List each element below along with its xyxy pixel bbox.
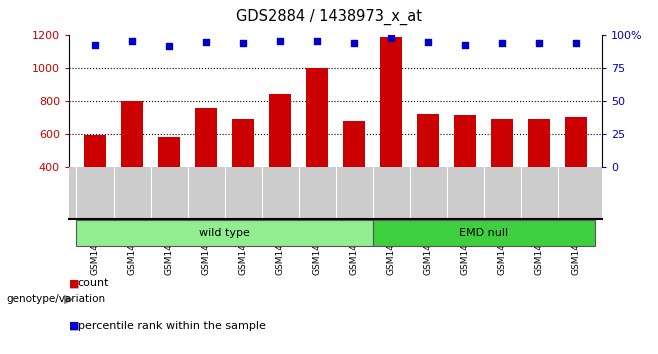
Point	[534, 40, 544, 46]
Bar	[372, 221, 595, 246]
Bar	[76, 221, 372, 246]
Text: percentile rank within the sample: percentile rank within the sample	[78, 321, 266, 331]
Text: GDS2884 / 1438973_x_at: GDS2884 / 1438973_x_at	[236, 8, 422, 25]
Text: ■: ■	[69, 278, 80, 288]
Text: genotype/variation: genotype/variation	[7, 294, 106, 304]
Text: count: count	[78, 278, 109, 288]
Point	[423, 39, 434, 45]
Point	[460, 42, 470, 47]
Point	[127, 38, 138, 44]
Text: ■: ■	[69, 321, 80, 331]
Point	[275, 38, 286, 44]
Text: EMD null: EMD null	[459, 228, 508, 238]
Point	[571, 40, 582, 46]
Bar	[380, 37, 402, 166]
Polygon shape	[64, 296, 72, 303]
Bar	[417, 114, 440, 166]
Bar	[121, 101, 143, 166]
Bar	[528, 119, 550, 166]
Bar	[343, 121, 365, 166]
Point	[386, 35, 396, 41]
Bar	[195, 108, 217, 166]
Bar	[454, 115, 476, 166]
Point	[238, 40, 248, 46]
Bar	[158, 137, 180, 166]
Bar	[84, 135, 106, 166]
Bar	[306, 68, 328, 166]
Bar	[269, 95, 291, 166]
Bar	[491, 119, 513, 166]
Bar	[232, 119, 254, 166]
Point	[89, 42, 100, 47]
Text: wild type: wild type	[199, 228, 250, 238]
Bar	[565, 117, 587, 166]
Point	[497, 40, 507, 46]
Point	[349, 40, 359, 46]
Point	[164, 43, 174, 49]
Point	[201, 39, 211, 45]
Point	[312, 38, 322, 44]
